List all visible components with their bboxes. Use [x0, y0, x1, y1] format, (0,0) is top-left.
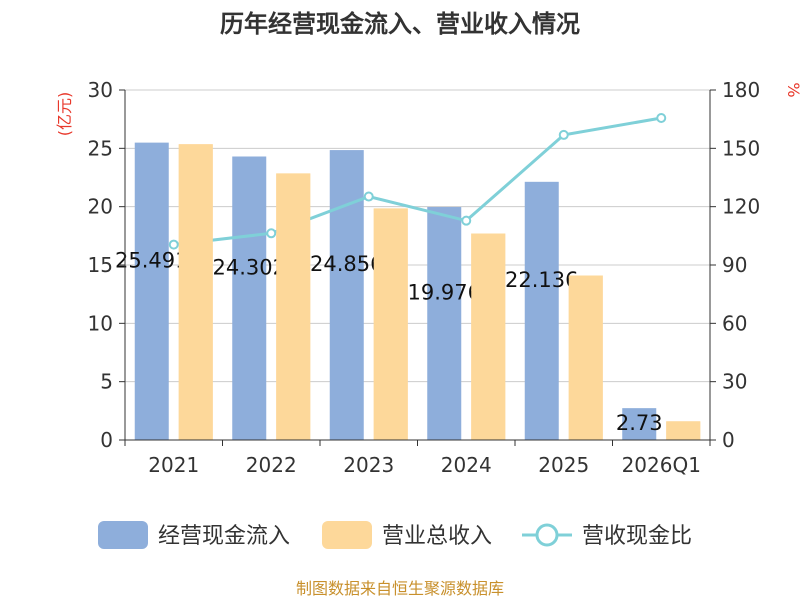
ratio-point: [363, 191, 374, 202]
ratio-line-path: [173, 116, 662, 247]
data-label: 25.491: [115, 248, 188, 272]
legend-swatch-revenue: [322, 521, 372, 549]
left-tick-label: 15: [88, 253, 113, 277]
ratio-point: [558, 129, 569, 140]
bar-cash-inflow: [427, 207, 462, 440]
right-tick-label: 150: [722, 136, 760, 160]
data-label: 22.136: [505, 268, 578, 292]
data-label: 19.976: [408, 281, 481, 305]
data-label: 2.73: [616, 411, 663, 435]
legend-label-ratio: 营收现金比: [582, 524, 692, 549]
left-tick-label: 25: [88, 136, 113, 160]
x-tick-label: 2026Q1: [622, 453, 701, 477]
x-tick-label: 2024: [441, 453, 492, 477]
bar-revenue-overlay: [276, 173, 311, 440]
bar-cash-inflow: [134, 142, 169, 440]
bar-revenue-overlay: [471, 233, 506, 440]
data-label: 24.302: [213, 255, 286, 279]
right-tick-label: 180: [722, 78, 760, 102]
bar-cash-inflow: [622, 408, 657, 440]
ratio-line: [168, 113, 667, 250]
left-tick-label: 20: [88, 195, 113, 219]
x-tick-label: 2021: [148, 453, 199, 477]
right-tick-label: 90: [722, 253, 747, 277]
legend-label-cash-inflow: 经营现金流入: [158, 524, 290, 549]
bar-revenue-overlay: [373, 208, 408, 440]
left-tick-label: 30: [88, 78, 113, 102]
chart-title: 历年经营现金流入、营业收入情况: [220, 10, 580, 38]
x-tick-label: 2022: [246, 453, 297, 477]
x-tick-label: 2025: [538, 453, 589, 477]
right-axis-unit: %: [784, 82, 800, 97]
ratio-point: [461, 215, 472, 226]
ratio-point: [266, 228, 277, 239]
bar-cash-inflow: [329, 150, 364, 441]
legend-label-revenue: 营业总收入: [382, 524, 492, 549]
x-tick-label: 2023: [343, 453, 394, 477]
bar-revenue-overlay: [666, 421, 701, 440]
ratio-point: [656, 113, 667, 123]
bar-cash-inflow: [524, 181, 559, 441]
left-tick-label: 0: [100, 428, 113, 452]
bar-cash-inflow: [232, 156, 267, 440]
grid: [125, 89, 710, 383]
ratio-point: [168, 239, 179, 250]
left-tick-label: 10: [88, 311, 113, 335]
data-label: 24.856: [310, 252, 383, 276]
right-tick-label: 60: [722, 311, 747, 335]
left-tick-label: 5: [100, 370, 113, 394]
right-tick-label: 120: [722, 195, 760, 219]
legend-marker-ratio: [535, 523, 559, 547]
legend-swatch-cash-inflow: [98, 521, 148, 549]
left-axis-unit: (亿元): [55, 92, 74, 137]
legend: 经营现金流入 营业总收入 营收现金比: [98, 521, 692, 549]
right-tick-label: 0: [722, 428, 735, 452]
data-labels: 25.491 24.302 24.856 19.976 22.136 2.73: [115, 144, 701, 440]
right-tick-label: 30: [722, 370, 747, 394]
bar-revenue-overlay: [178, 144, 213, 440]
source-note: 制图数据来自恒生聚源数据库: [296, 579, 504, 598]
bar-revenue-overlay: [568, 275, 603, 440]
